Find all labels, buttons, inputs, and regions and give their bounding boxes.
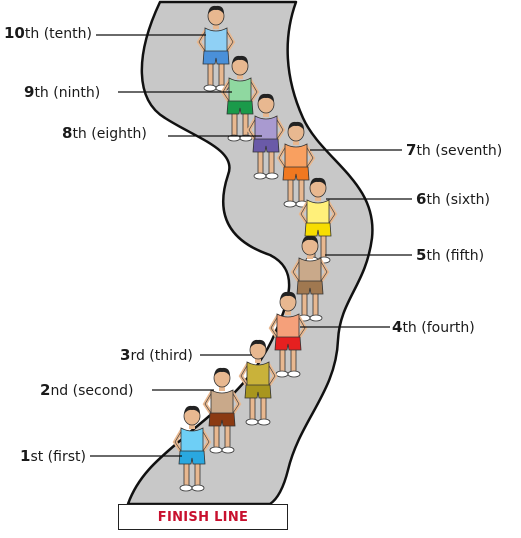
runner-icon bbox=[276, 121, 316, 208]
ordinal-number: 7 bbox=[406, 141, 416, 159]
ordinal-number: 4 bbox=[392, 318, 402, 336]
ordinal-label: 1st (first) bbox=[20, 447, 86, 465]
runner-icon bbox=[202, 367, 242, 454]
ordinal-word: nd (second) bbox=[50, 383, 133, 399]
ordinal-word: st (first) bbox=[30, 449, 86, 465]
ordinal-word: th (eighth) bbox=[72, 126, 146, 142]
ordinal-number: 5 bbox=[416, 246, 426, 264]
ordinal-label: 9th (ninth) bbox=[24, 83, 100, 101]
ordinal-number: 9 bbox=[24, 83, 34, 101]
ordinal-word: th (fourth) bbox=[402, 320, 474, 336]
ordinal-number: 2 bbox=[40, 381, 50, 399]
ordinal-number: 3 bbox=[120, 346, 130, 364]
finish-line-label: FINISH LINE bbox=[157, 509, 249, 525]
ordinal-label: 10th (tenth) bbox=[4, 24, 92, 42]
ordinal-label: 4th (fourth) bbox=[392, 318, 475, 336]
ordinal-label: 3rd (third) bbox=[120, 346, 193, 364]
ordinal-number: 8 bbox=[62, 124, 72, 142]
ordinal-word: th (ninth) bbox=[34, 85, 100, 101]
runner-icon bbox=[196, 5, 236, 92]
ordinal-label: 2nd (second) bbox=[40, 381, 134, 399]
runners bbox=[172, 5, 338, 492]
ordinal-word: rd (third) bbox=[130, 348, 192, 364]
ordinal-number: 1 bbox=[20, 447, 30, 465]
ordinal-label: 5th (fifth) bbox=[416, 246, 484, 264]
ordinal-word: th (fifth) bbox=[426, 248, 484, 264]
ordinal-word: th (tenth) bbox=[25, 26, 92, 42]
runner-icon bbox=[172, 405, 212, 492]
ordinal-labels: 1st (first)2nd (second)3rd (third)4th (f… bbox=[4, 24, 502, 465]
runner-icon bbox=[246, 93, 286, 180]
track bbox=[126, 0, 374, 506]
ordinal-number: 10 bbox=[4, 24, 25, 42]
finish-line-box: FINISH LINE bbox=[118, 504, 288, 530]
ordinal-label: 8th (eighth) bbox=[62, 124, 147, 142]
pointer-lines bbox=[90, 34, 412, 457]
runner-icon bbox=[238, 339, 278, 426]
runner-icon bbox=[220, 55, 260, 142]
ordinal-label: 6th (sixth) bbox=[416, 190, 490, 208]
ordinal-number: 6 bbox=[416, 190, 426, 208]
runner-icon bbox=[268, 291, 308, 378]
ordinal-label: 7th (seventh) bbox=[406, 141, 502, 159]
ordinal-word: th (seventh) bbox=[416, 143, 502, 159]
ordinal-word: th (sixth) bbox=[426, 192, 490, 208]
